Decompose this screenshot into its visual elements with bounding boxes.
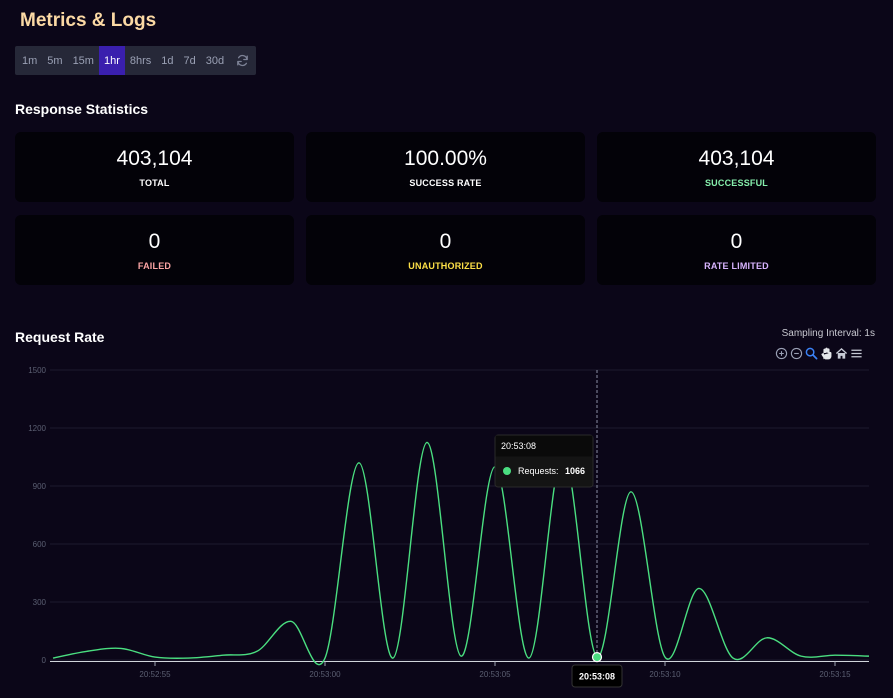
data-point[interactable] (186, 655, 192, 661)
range-5m-button[interactable]: 5m (47, 54, 63, 67)
data-point[interactable] (288, 618, 294, 624)
data-point[interactable] (322, 655, 328, 661)
data-point[interactable] (594, 654, 600, 660)
stat-label: UNAUTHORIZED (408, 261, 483, 271)
tooltip-header (495, 435, 593, 457)
stat-label: SUCCESSFUL (704, 178, 768, 188)
data-point[interactable] (458, 653, 464, 659)
crosshair-x-label-box (571, 664, 623, 688)
data-point[interactable] (390, 655, 396, 661)
stat-card-success-rate: 100.00% SUCCESS RATE (306, 132, 585, 202)
zoom-out-icon[interactable] (790, 347, 803, 365)
y-tick-label: 1200 (28, 424, 46, 433)
x-axis: 20:52:55 20:53:00 20:53:05 20:53:10 20:53:15 (50, 661, 869, 679)
request-rate-chart: 0 300 600 900 1200 1500 20:52:55 20:53:00 20:53… (28, 366, 872, 688)
crosshair-layer (591, 370, 603, 663)
stat-card-unauthorized: 0 UNAUTHORIZED (306, 215, 585, 285)
stat-card-rate-limited: 0 RATE LIMITED (597, 215, 876, 285)
stat-card-successful: 403,104 SUCCESSFUL (597, 132, 876, 202)
data-point[interactable] (866, 653, 872, 659)
range-1d-button[interactable]: 1d (161, 54, 174, 67)
stat-card-total: 403,104 TOTAL (15, 132, 294, 202)
data-point[interactable] (730, 655, 736, 661)
range-8hrs-button[interactable]: 8hrs (129, 54, 152, 67)
highlighted-point[interactable] (591, 652, 603, 663)
tooltip-time: 20:53:08 (501, 441, 536, 451)
stat-value: 100.00% (404, 147, 487, 170)
pan-hand-icon[interactable] (820, 347, 833, 365)
data-point[interactable] (356, 460, 362, 466)
y-tick-label: 900 (33, 482, 47, 491)
data-point[interactable] (628, 489, 634, 495)
data-point[interactable] (696, 585, 702, 591)
stat-label: SUCCESS RATE (409, 178, 482, 188)
stat-label: TOTAL (139, 178, 170, 188)
stat-value: 0 (148, 230, 161, 253)
stat-label: FAILED (137, 261, 172, 271)
range-1m-button[interactable]: 1m (22, 54, 38, 67)
data-point[interactable] (118, 645, 124, 651)
page-title: Metrics & Logs (20, 10, 157, 31)
refresh-button[interactable] (229, 46, 256, 75)
crosshair-x-label: 20:53:08 (579, 672, 615, 682)
data-point[interactable] (764, 635, 770, 641)
data-point[interactable] (526, 655, 532, 661)
tooltip-series-label: Requests: (518, 466, 559, 476)
data-point[interactable] (220, 652, 226, 658)
data-point[interactable] (424, 440, 430, 446)
range-15m-button[interactable]: 15m (72, 54, 94, 67)
time-range-selector: 1m 5m 15m 1hr 8hrs 1d 7d 30d (15, 46, 257, 75)
x-tick-label: 20:53:00 (309, 670, 341, 679)
data-point[interactable] (152, 654, 158, 660)
x-tick-label: 20:53:15 (819, 670, 851, 679)
data-point[interactable] (662, 654, 668, 660)
stat-value: 0 (730, 230, 743, 253)
data-point[interactable] (798, 653, 804, 659)
stat-value: 0 (439, 230, 452, 253)
range-30d-button[interactable]: 30d (205, 54, 225, 67)
zoom-in-icon[interactable] (775, 347, 788, 365)
request-rate-title: Request Rate (15, 329, 105, 345)
series-layer (52, 441, 870, 666)
data-point[interactable] (832, 652, 838, 658)
data-point[interactable] (254, 648, 260, 654)
x-tick-label: 20:53:10 (649, 670, 681, 679)
y-tick-label: 0 (42, 656, 47, 665)
series-line-requests (52, 441, 870, 666)
chart-toolbar (775, 347, 863, 365)
home-reset-icon[interactable] (835, 347, 848, 365)
stat-label: RATE LIMITED (704, 261, 769, 271)
y-axis-labels: 0 300 600 900 1200 1500 (28, 366, 46, 665)
y-tick-label: 600 (33, 540, 47, 549)
x-tick-label: 20:53:05 (479, 670, 511, 679)
chart-grid (50, 369, 869, 661)
data-points (50, 440, 872, 662)
menu-icon[interactable] (850, 347, 863, 365)
sampling-interval: Sampling Interval: 1s (781, 328, 875, 339)
tooltip-value: 1066 (565, 466, 585, 476)
response-statistics-title: Response Statistics (15, 101, 149, 117)
stat-card-failed: 0 FAILED (15, 215, 294, 285)
x-tick-label: 20:52:55 (139, 670, 171, 679)
y-tick-label: 300 (33, 598, 47, 607)
stat-value: 403,104 (116, 147, 193, 170)
tooltip-series-marker (503, 467, 511, 475)
data-point[interactable] (84, 648, 90, 654)
selection-zoom-icon[interactable] (805, 347, 818, 365)
range-7d-button[interactable]: 7d (183, 54, 196, 67)
stat-value: 403,104 (698, 147, 775, 170)
range-1hr-button[interactable]: 1hr (98, 46, 125, 75)
y-tick-label: 1500 (28, 366, 46, 375)
data-point[interactable] (50, 655, 56, 661)
tooltip-layer: 20:53:08 Requests: 1066 20:53:08 (494, 434, 623, 688)
refresh-icon (237, 54, 249, 67)
